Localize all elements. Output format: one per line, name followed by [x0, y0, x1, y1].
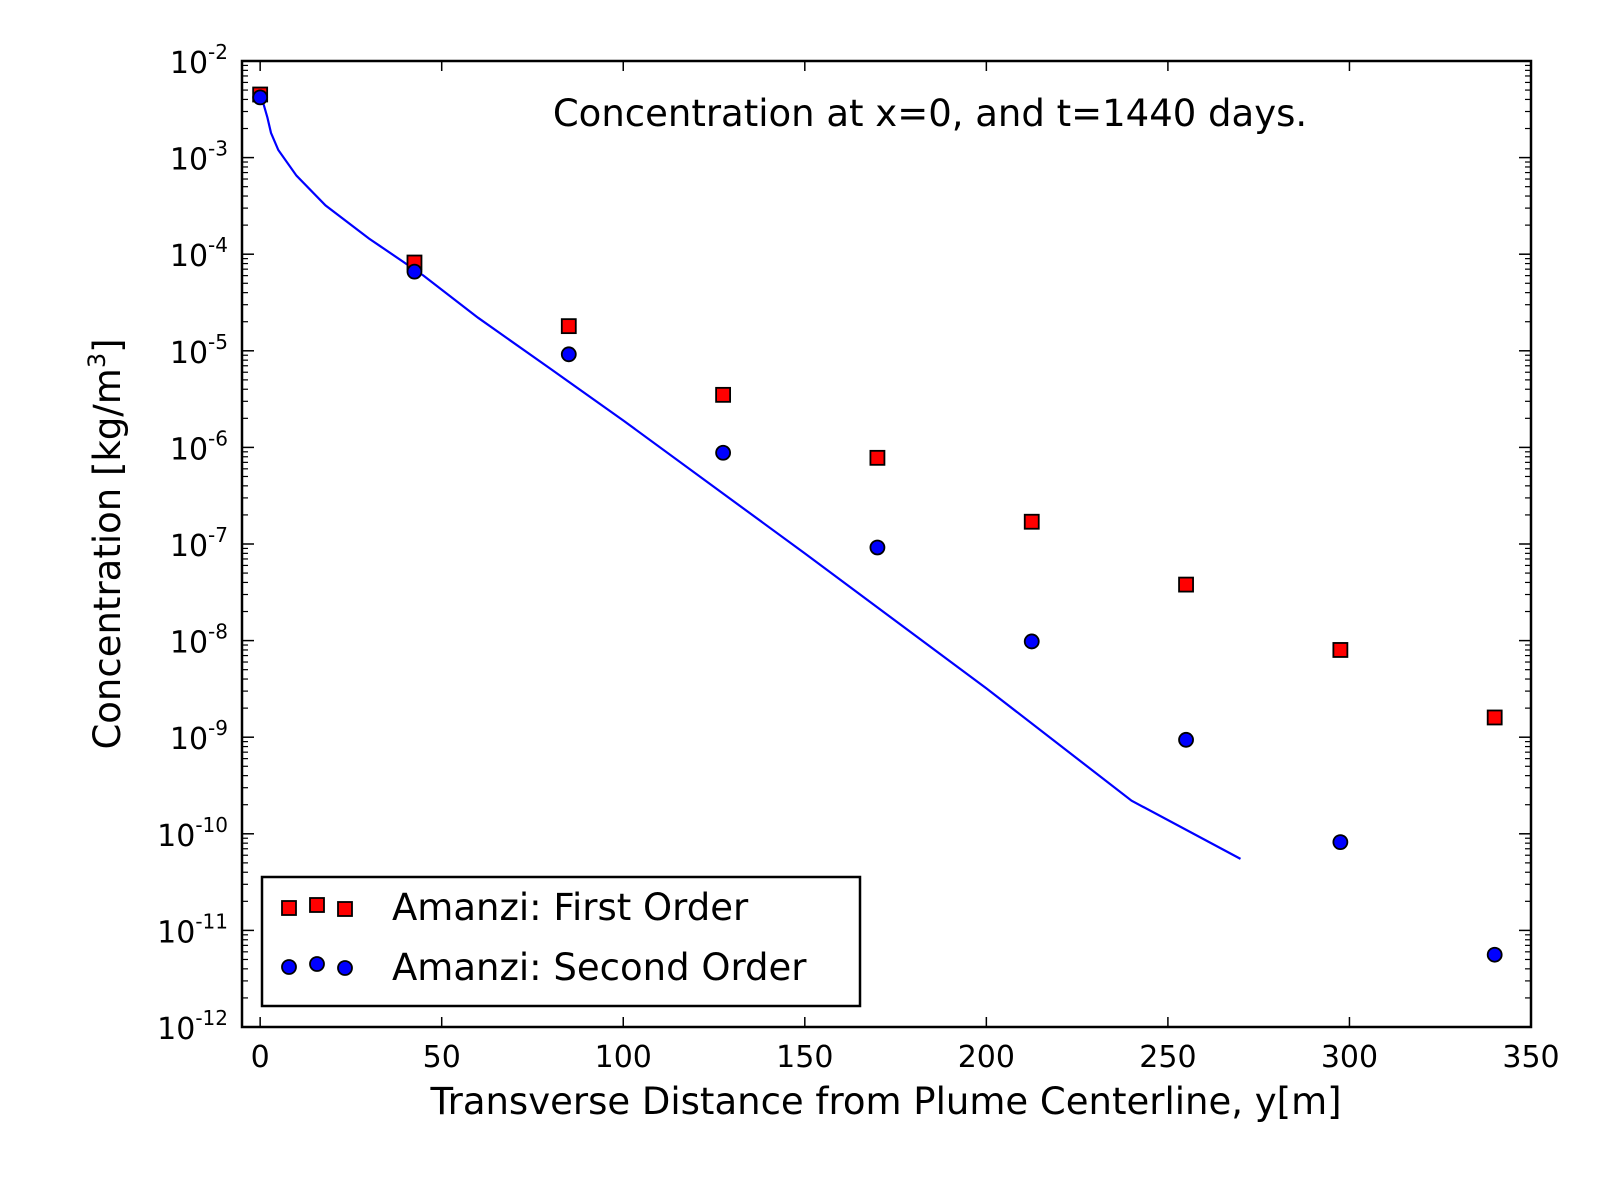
first-order-point — [1332, 642, 1349, 658]
y-axis-label-superscript: 3 — [83, 353, 111, 368]
plot-frame — [240, 59, 1533, 1029]
x-tick-label: 200 — [958, 1040, 1015, 1075]
analytic-line — [259, 96, 1242, 860]
y-axis-label-close: ] — [86, 338, 129, 352]
chart-title: Concentration at x=0, and t=1440 days. — [553, 92, 1307, 135]
legend-marker-second-order — [281, 956, 353, 976]
y-tick-label: 10-12 — [157, 1006, 228, 1047]
first-order-point — [560, 318, 577, 335]
y-axis-label: Concentration [kg/m3] — [83, 338, 129, 749]
x-tick-label: 150 — [776, 1040, 833, 1075]
x-tick-label: 350 — [1502, 1040, 1559, 1075]
legend-label-second-order: Amanzi: Second Order — [392, 946, 807, 989]
x-tick-label: 50 — [423, 1040, 461, 1075]
first-order-point — [1023, 513, 1040, 530]
x-tick-label: 250 — [1139, 1040, 1196, 1075]
x-tick-label: 300 — [1321, 1040, 1378, 1075]
second-order-point — [869, 539, 886, 556]
y-tick-label: 10-6 — [170, 426, 228, 467]
second-order-point — [715, 444, 732, 461]
first-order-point — [869, 449, 886, 466]
legend-marker-first-order — [281, 897, 353, 917]
x-axis-label: Transverse Distance from Plume Centerlin… — [429, 1080, 1341, 1123]
x-tick-label: 0 — [251, 1040, 270, 1075]
second-order-point — [1332, 834, 1349, 851]
y-tick-labels: 10-2 10-3 10-4 10-5 10-6 10-7 10-8 10-9 10-10 10-… — [157, 40, 228, 1047]
y-tick-label: 10-5 — [170, 330, 228, 371]
y-axis-label-main: Concentration [kg/m — [86, 368, 129, 749]
second-order-point — [1486, 946, 1503, 963]
y-tick-label: 10-7 — [170, 523, 228, 564]
plot-area — [242, 61, 1531, 1027]
legend: Amanzi: First Order Amanzi: Second Order — [260, 875, 862, 1008]
legend-marker — [337, 901, 353, 917]
y-tick-label: 10-2 — [170, 40, 228, 81]
legend-marker — [309, 956, 325, 972]
first-order-point — [1178, 576, 1194, 593]
second-order-point — [1178, 731, 1194, 748]
second-order-point — [1023, 633, 1040, 650]
legend-box — [260, 875, 862, 1008]
y-tick-label: 10-8 — [170, 620, 228, 661]
y-tick-label: 10-11 — [157, 909, 228, 950]
y-tick-label: 10-4 — [170, 233, 228, 274]
first-order-point — [1486, 709, 1503, 726]
legend-marker — [337, 960, 353, 976]
y-tick-label: 10-10 — [157, 813, 228, 854]
x-tick-label: 100 — [595, 1040, 652, 1075]
first-order-point — [715, 386, 732, 403]
second-order-point — [406, 263, 423, 280]
second-order-point — [252, 89, 269, 106]
x-tick-labels: 0 50 100 150 200 250 300 350 — [251, 1040, 1560, 1075]
plot-series — [252, 86, 1503, 963]
legend-marker — [281, 900, 297, 916]
y-tick-label: 10-9 — [170, 716, 228, 757]
legend-marker — [309, 897, 325, 913]
legend-label-first-order: Amanzi: First Order — [392, 886, 749, 929]
y-tick-label: 10-3 — [170, 137, 228, 178]
second-order-point — [560, 346, 577, 363]
legend-marker — [281, 959, 297, 975]
